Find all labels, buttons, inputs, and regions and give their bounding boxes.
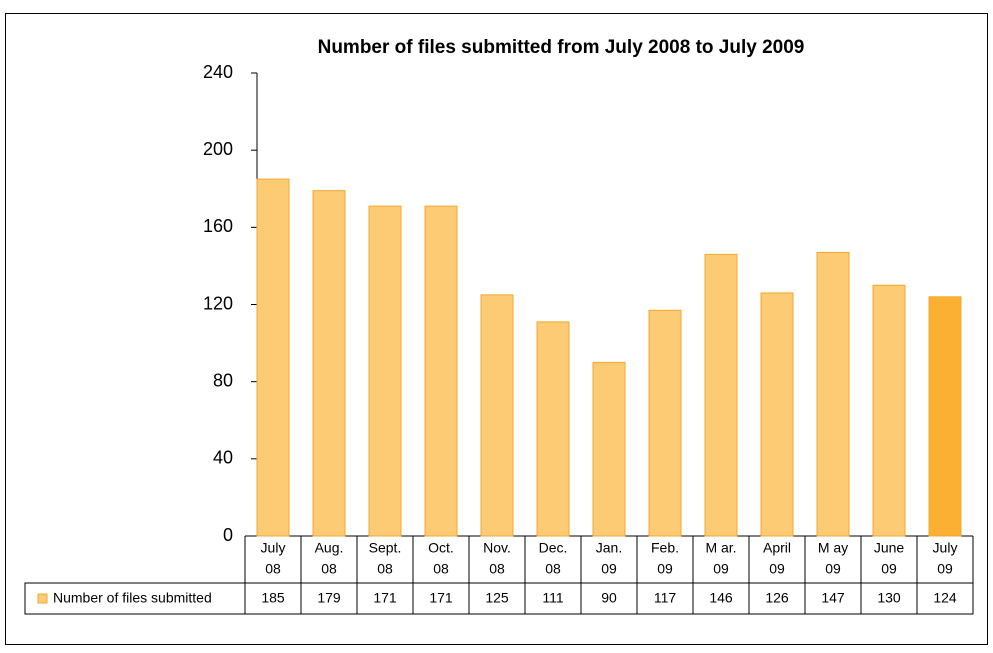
bar xyxy=(536,321,570,537)
bar xyxy=(648,309,682,537)
x-tick-label: Sept. xyxy=(369,540,402,556)
bar xyxy=(368,205,402,537)
bar xyxy=(760,292,794,537)
y-tick-label: 160 xyxy=(203,216,233,236)
x-tick-label: M ar. xyxy=(705,540,736,556)
bar xyxy=(816,251,850,537)
bar xyxy=(424,205,458,537)
bar xyxy=(928,296,962,537)
bar xyxy=(704,253,738,537)
y-tick-label: 240 xyxy=(203,62,233,82)
legend-swatch xyxy=(37,593,48,604)
x-tick-label: 09 xyxy=(881,561,897,577)
x-tick-label: 08 xyxy=(377,561,393,577)
x-tick-label: Aug. xyxy=(315,540,344,556)
table-value: 90 xyxy=(601,590,617,606)
bar xyxy=(256,178,290,537)
table-value: 111 xyxy=(542,590,563,606)
bar xyxy=(592,361,626,537)
table-value: 146 xyxy=(709,590,733,606)
data-table-row xyxy=(24,582,974,615)
x-tick-label: 09 xyxy=(937,561,953,577)
x-tick-label: Nov. xyxy=(483,540,511,556)
table-value: 171 xyxy=(373,590,397,606)
bar xyxy=(312,190,346,537)
x-tick-label: June xyxy=(874,540,905,556)
x-tick-label: Feb. xyxy=(651,540,679,556)
x-tick-label: 09 xyxy=(657,561,673,577)
x-tick-label: M ay xyxy=(818,540,848,556)
x-tick-label: 09 xyxy=(713,561,729,577)
x-tick-label: 08 xyxy=(321,561,337,577)
table-value: 117 xyxy=(654,590,677,606)
x-tick-label: 09 xyxy=(601,561,617,577)
x-tick-label: July xyxy=(933,540,958,556)
x-tick-label: April xyxy=(763,540,791,556)
table-value: 126 xyxy=(765,590,789,606)
x-tick-label: Dec. xyxy=(539,540,568,556)
x-tick-label: 09 xyxy=(769,561,785,577)
legend-label: Number of files submitted xyxy=(53,590,212,606)
x-tick-label: Oct. xyxy=(428,540,454,556)
bar xyxy=(872,284,906,537)
chart-title: Number of files submitted from July 2008… xyxy=(318,37,805,58)
y-tick-label: 200 xyxy=(203,139,233,159)
y-tick-label: 40 xyxy=(213,448,233,468)
x-tick-label: Jan. xyxy=(596,540,622,556)
table-value: 124 xyxy=(933,590,957,606)
y-tick-label: 120 xyxy=(203,293,233,313)
x-tick-label: 09 xyxy=(825,561,841,577)
bar xyxy=(480,294,514,537)
x-tick-label: 08 xyxy=(489,561,505,577)
table-value: 130 xyxy=(877,590,901,606)
table-value: 171 xyxy=(429,590,453,606)
x-tick-label: 08 xyxy=(545,561,561,577)
table-value: 147 xyxy=(821,590,845,606)
y-tick-label: 0 xyxy=(223,525,233,545)
x-tick-label: July xyxy=(261,540,286,556)
x-tick-label: 08 xyxy=(265,561,281,577)
table-value: 125 xyxy=(485,590,509,606)
table-value: 185 xyxy=(261,590,285,606)
table-value: 179 xyxy=(317,590,341,606)
y-tick-label: 80 xyxy=(213,370,233,390)
x-tick-label: 08 xyxy=(433,561,449,577)
